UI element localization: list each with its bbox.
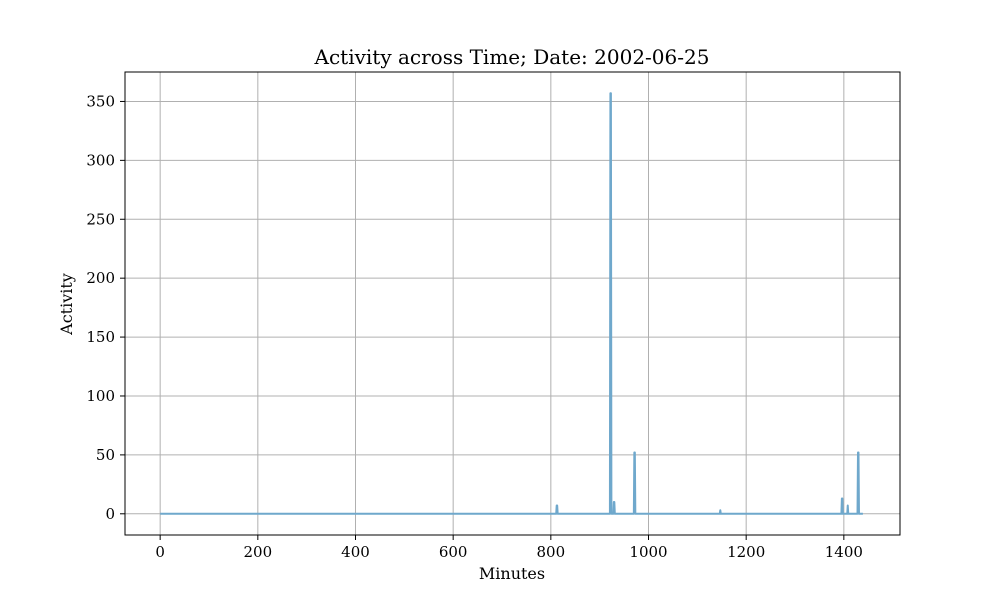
y-tick-label: 200 xyxy=(86,269,115,287)
grid xyxy=(125,72,900,535)
x-tick-label: 400 xyxy=(341,543,370,561)
y-tick-label: 0 xyxy=(105,505,115,523)
x-tick-label: 1200 xyxy=(727,543,765,561)
y-tick-label: 300 xyxy=(86,151,115,169)
x-tick-label: 800 xyxy=(537,543,566,561)
x-tick-label: 1000 xyxy=(629,543,667,561)
y-axis-label: Activity xyxy=(57,273,76,336)
y-axis: 0 50 100 150 200 250 300 350 xyxy=(86,92,125,523)
x-axis-label: Minutes xyxy=(479,564,545,583)
series-layer xyxy=(160,92,863,515)
x-tick-label: 1400 xyxy=(825,543,863,561)
y-tick-label: 100 xyxy=(86,387,115,405)
chart-title: Activity across Time; Date: 2002-06-25 xyxy=(314,45,710,69)
y-tick-label: 150 xyxy=(86,328,115,346)
y-tick-label: 50 xyxy=(96,446,115,464)
y-tick-label: 250 xyxy=(86,210,115,228)
x-tick-label: 0 xyxy=(155,543,165,561)
y-tick-label: 350 xyxy=(86,92,115,110)
x-tick-label: 600 xyxy=(439,543,468,561)
x-axis: 0 200 400 600 800 1000 1200 1400 xyxy=(155,535,863,561)
x-tick-label: 200 xyxy=(244,543,273,561)
activity-series-line xyxy=(160,92,863,515)
plot-frame xyxy=(124,71,901,536)
